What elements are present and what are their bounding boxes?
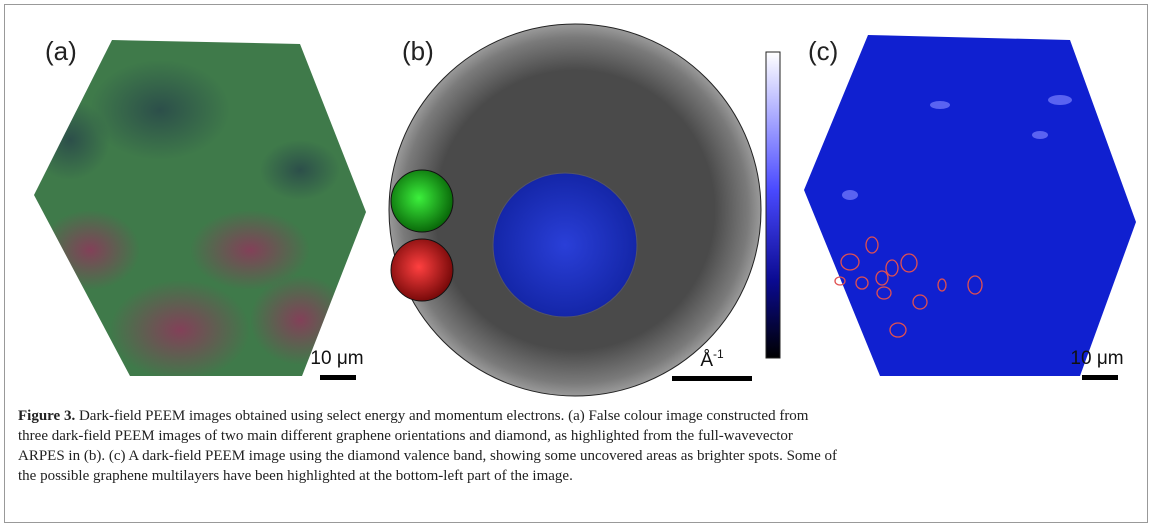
caption-text: Dark-field PEEM images obtained using se… (79, 408, 809, 424)
blue-disc (493, 173, 637, 317)
caption-line: ARPES in (b). (c) A dark-field PEEM imag… (18, 448, 837, 464)
unit: Å (700, 350, 713, 371)
caption-label: Figure 3. (18, 408, 75, 424)
figure: (a) 10 μm (b) Å-1 (c) 10 μm Figure 3. Da… (0, 0, 1153, 528)
scale-bar (1082, 375, 1118, 380)
scale-bar-label: 10 μm (310, 348, 363, 369)
panel-a-image (30, 35, 370, 380)
unit-superscript: -1 (713, 347, 724, 361)
scale-bar-label: 10 μm (1070, 348, 1123, 369)
scale-bar (320, 375, 356, 380)
panel-c-image (804, 35, 1136, 376)
panel-label: (b) (402, 36, 434, 66)
caption-line: three dark-field PEEM images of two main… (18, 428, 793, 444)
green-disc (391, 170, 453, 232)
colorbar (766, 52, 780, 358)
red-disc (391, 239, 453, 301)
scale-bar-label: Å-1 (700, 347, 724, 371)
scale-bar (672, 376, 752, 381)
panel-label: (c) (808, 36, 838, 66)
caption-line: the possible graphene multilayers have b… (18, 468, 573, 484)
panel-label: (a) (45, 36, 77, 66)
caption-line: Figure 3. Dark-field PEEM images obtaine… (18, 408, 809, 424)
